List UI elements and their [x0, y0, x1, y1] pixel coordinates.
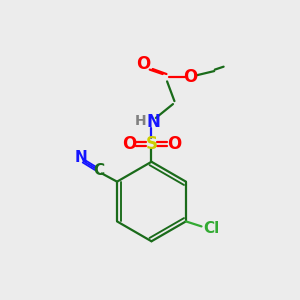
Text: N: N: [74, 150, 87, 165]
Text: O: O: [136, 55, 150, 73]
Text: S: S: [146, 134, 158, 152]
Text: O: O: [122, 134, 136, 152]
Text: Cl: Cl: [203, 221, 219, 236]
Text: C: C: [93, 163, 104, 178]
Text: O: O: [184, 68, 198, 86]
Text: O: O: [167, 134, 181, 152]
Text: H: H: [134, 114, 146, 128]
Text: N: N: [146, 113, 160, 131]
